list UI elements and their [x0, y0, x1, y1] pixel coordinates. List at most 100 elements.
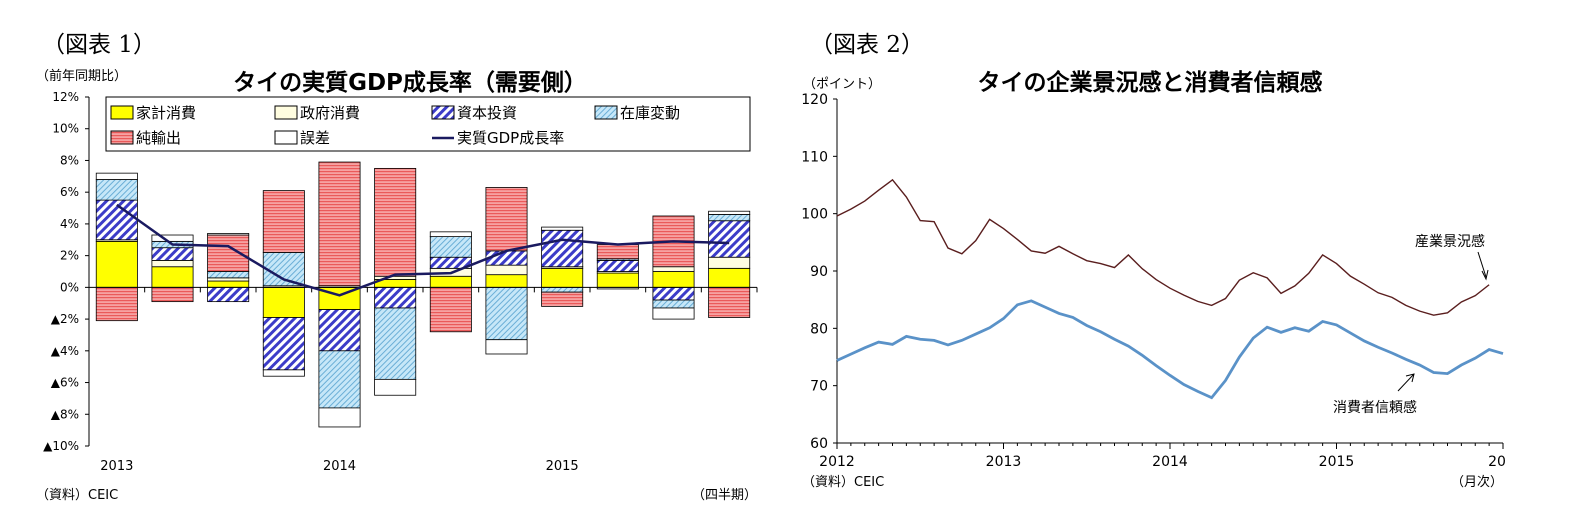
- unit-label-2: （ポイント）: [803, 77, 881, 92]
- x-unit-label-1: （四半期）: [692, 488, 757, 503]
- source-label-1: （資料）CEIC: [36, 488, 118, 503]
- y-tick-label-1: 10%: [52, 122, 79, 136]
- bar-segment-4: [374, 307, 417, 380]
- gdp-chart: （図表 1） （前年同期比） タイの実質GDP成長率（需要側） 12% 10% 8%…: [36, 32, 758, 503]
- bar-segment-4: [708, 213, 751, 222]
- x-tick-label-1: 2014: [323, 459, 356, 474]
- y-tick-label-1: ▲6%: [51, 376, 79, 390]
- legend-label-error: 誤差: [300, 129, 330, 147]
- annotation-business: 産業景況感: [1415, 233, 1485, 250]
- legend-swatch-household: [110, 105, 134, 120]
- bar-segment-3: [652, 286, 695, 301]
- consumer-confidence-line: [836, 299, 1504, 400]
- bar-segment-1: [207, 280, 250, 288]
- y-tick-label-2: 100: [801, 207, 828, 223]
- chart-title-1: タイの実質GDP成長率（需要側）: [233, 69, 587, 96]
- business-sentiment-line: [836, 178, 1490, 316]
- y-axis-1: 12% 10% 8% 6% 4% 2% 0% ▲2% ▲4% ▲6% ▲8% ▲10%: [43, 90, 90, 453]
- legend-label-inventory: 在庫変動: [620, 104, 680, 122]
- legend-box: [105, 96, 751, 152]
- y-tick-label-1: ▲4%: [51, 344, 79, 358]
- bar-segment-2: [652, 266, 695, 272]
- y-tick-label-2: 80: [810, 321, 828, 337]
- legend-label-household: 家計消費: [136, 104, 196, 122]
- bar-segment-3: [374, 286, 417, 309]
- bar-segment-5: [485, 187, 528, 252]
- bar-segment-5: [708, 286, 751, 318]
- y-tick-label-1: 2%: [60, 249, 79, 263]
- bar-segment-3: [485, 250, 528, 266]
- arrowhead-business: [1481, 269, 1489, 281]
- x-tick-label-2: 2015: [1319, 454, 1355, 470]
- y-tick-label-2: 70: [810, 379, 828, 395]
- bar-segment-4: [652, 299, 695, 309]
- bar-segment-1: [95, 240, 138, 288]
- bar-segment-5: [541, 291, 584, 307]
- bar-segment-5: [95, 286, 138, 322]
- legend-label-netexport: 純輸出: [136, 129, 181, 147]
- bar-segment-6: [652, 307, 695, 320]
- bar-segment-3: [318, 309, 361, 352]
- bar-segment-4: [207, 271, 250, 279]
- bar-segment-4: [318, 350, 361, 409]
- y-axis-2: 120 110 100 90 80 70 60: [801, 92, 1504, 452]
- bar-segment-6: [151, 234, 194, 242]
- figure-label-2: （図表 2）: [810, 32, 924, 58]
- x-tick-label-1: 2015: [546, 459, 579, 474]
- bar-segment-3: [207, 286, 250, 303]
- legend-label-government: 政府消費: [300, 104, 360, 122]
- sentiment-lines: [836, 178, 1504, 400]
- x-axis-1: 2013 2014 2015: [100, 459, 578, 474]
- bar-segment-1: [541, 267, 584, 288]
- bar-segment-3: [708, 220, 751, 258]
- y-tick-label-1: ▲10%: [43, 439, 79, 453]
- bar-segment-4: [262, 252, 305, 287]
- bar-segment-5: [151, 286, 194, 303]
- bar-segment-6: [318, 407, 361, 428]
- legend-label-gdp: 実質GDP成長率: [457, 129, 564, 147]
- bar-segment-6: [262, 369, 305, 377]
- bar-segment-6: [429, 231, 472, 238]
- y-tick-label-1: 8%: [60, 153, 79, 167]
- gdp-line-group: [116, 203, 730, 297]
- arrowhead-consumer: [1405, 373, 1415, 383]
- bar-segment-3: [151, 247, 194, 261]
- annotation-arrow-business: [1477, 251, 1487, 278]
- bar-segment-2: [207, 277, 250, 282]
- legend-swatch-inventory: [594, 105, 618, 120]
- y-tick-label-1: 6%: [60, 185, 79, 199]
- y-tick-label-1: ▲8%: [51, 407, 79, 421]
- source-label-2: （資料）CEIC: [802, 475, 884, 490]
- x-unit-label-2: （月次）: [1451, 474, 1503, 490]
- y-tick-label-2: 120: [801, 92, 828, 108]
- bar-segment-6: [207, 233, 250, 236]
- bar-segment-2: [708, 256, 751, 269]
- y-tick-label-2: 60: [810, 436, 828, 452]
- bar-segment-5: [207, 234, 250, 272]
- bar-segment-5: [429, 286, 472, 333]
- bar-segment-5: [374, 167, 417, 277]
- gdp-growth-line: [116, 203, 730, 297]
- bar-segment-1: [708, 267, 751, 288]
- bar-segment-1: [596, 272, 639, 288]
- bar-segment-4: [429, 236, 472, 258]
- bar-segment-4: [541, 286, 584, 293]
- bar-segment-6: [708, 210, 751, 215]
- bar-segment-5: [262, 190, 305, 253]
- y-tick-label-1: 4%: [60, 217, 79, 231]
- x-tick-label-2: 2012: [819, 454, 855, 470]
- x-axis-2: 2012 2013 2014 2015 20: [819, 454, 1506, 470]
- x-tick-label-2: 2014: [1152, 454, 1188, 470]
- annotation-arrow-consumer: [1397, 373, 1415, 392]
- x-tick-label-2: 2013: [986, 454, 1022, 470]
- bar-segment-1: [429, 275, 472, 288]
- annotation-consumer: 消費者信頼感: [1333, 399, 1417, 416]
- legend-swatch-netexport: [110, 130, 134, 145]
- legend-swatch-error: [274, 130, 298, 145]
- bar-segment-5: [318, 161, 361, 287]
- bar-segment-1: [652, 271, 695, 288]
- bar-segment-3: [262, 317, 305, 371]
- legend-1: 家計消費 政府消費 資本投資 在庫変動 純輸出 誤差 実質GDP成長率: [105, 96, 751, 152]
- bar-segment-2: [151, 259, 194, 268]
